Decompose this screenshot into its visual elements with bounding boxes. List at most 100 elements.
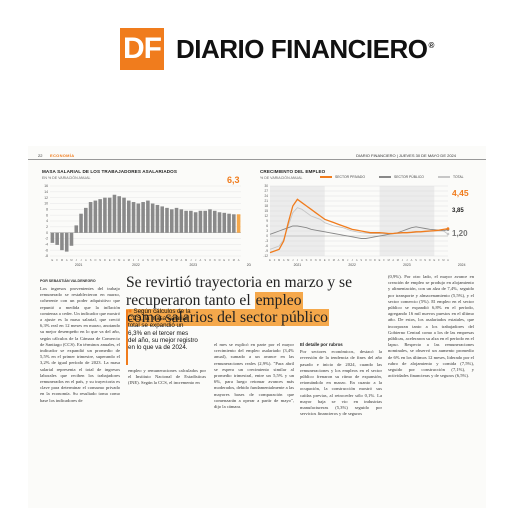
- bar: [60, 232, 64, 251]
- legend-total: TOTAL: [437, 175, 464, 179]
- y-tick-label: -8: [45, 254, 48, 258]
- y-tick-label: -3: [265, 239, 268, 243]
- x-tick-label: F: [171, 258, 173, 262]
- bar: [189, 210, 193, 233]
- x-tick-label: E: [166, 258, 168, 262]
- section-label: ECONOMÍA: [50, 153, 75, 158]
- lead-summary: ■ Según cálculos de la CCS, la masa sala…: [128, 308, 198, 352]
- y-tick-label: -9: [265, 249, 268, 253]
- x-tick-label: D: [219, 258, 221, 262]
- x-tick-label: M: [233, 258, 235, 262]
- y-tick-label: 16: [44, 184, 48, 188]
- bar: [184, 210, 188, 233]
- x-tick-label: A: [338, 258, 340, 262]
- bullet-icon: ■: [128, 308, 134, 315]
- chart1-highlight-value: 6,3: [227, 175, 240, 185]
- x-tick-label: D: [374, 258, 376, 262]
- x-tick-label: A: [411, 258, 413, 262]
- x-tick-label: N: [315, 258, 317, 262]
- bar: [169, 209, 174, 233]
- bar: [217, 212, 222, 233]
- bar: [193, 212, 198, 233]
- bar: [112, 194, 117, 233]
- x-tick-label: J: [297, 258, 299, 262]
- chart2-title: CRECIMIENTO DEL EMPLEO: [260, 169, 326, 174]
- x-tick-label: N: [157, 258, 159, 262]
- end-label-total: 1,20: [452, 229, 468, 238]
- bar: [55, 232, 59, 245]
- bar: [141, 202, 145, 233]
- headline-highlight-2: como salarios del sector público: [126, 309, 329, 326]
- x-tick-label: N: [214, 258, 216, 262]
- x-tick-label: J: [402, 258, 404, 262]
- x-tick-label: M: [61, 258, 63, 262]
- bar: [74, 225, 79, 233]
- bar: [198, 210, 203, 233]
- x-tick-label: M: [388, 258, 390, 262]
- x-tick-label: J: [292, 258, 294, 262]
- y-tick-label: 8: [46, 208, 48, 212]
- x-tick-label: S: [204, 258, 206, 262]
- x-tick-label: A: [301, 258, 303, 262]
- folio-date: DIARIO FINANCIERO | JUEVES 30 DE MAYO DE…: [356, 153, 456, 158]
- end-label-public: 3,85: [452, 208, 464, 214]
- x-tick-label: F: [114, 258, 116, 262]
- y-tick-label: 6: [46, 213, 48, 217]
- x-tick-label: A: [66, 258, 68, 262]
- chart1-subtitle: EN % DE VARIACIÓN ANUAL: [42, 176, 91, 180]
- x-tick-label: J: [406, 258, 408, 262]
- y-tick-label: 30: [264, 184, 268, 188]
- bar: [227, 213, 231, 233]
- byline: POR SEBASTIÁN VALDENEGRO: [40, 279, 96, 283]
- y-tick-label: 12: [264, 214, 268, 218]
- year-label: 2024: [458, 263, 466, 267]
- x-tick-label: J: [80, 258, 82, 262]
- bar: [84, 207, 88, 233]
- legend-private: SECTOR PRIVADO: [320, 175, 365, 179]
- x-tick-label: S: [147, 258, 149, 262]
- bar: [150, 203, 155, 233]
- x-tick-label: D: [104, 258, 106, 262]
- x-tick-label: M: [333, 258, 335, 262]
- x-tick-label: A: [238, 258, 240, 262]
- y-tick-label: 2: [46, 225, 48, 229]
- x-tick-label: O: [365, 258, 367, 262]
- y-tick-label: -6: [265, 244, 268, 248]
- bar: [232, 214, 236, 233]
- bar: [117, 196, 122, 233]
- y-tick-label: 12: [44, 196, 48, 200]
- bar: [160, 206, 164, 233]
- bar: [64, 232, 69, 252]
- year-label: 2022: [348, 263, 356, 267]
- bar: [174, 207, 179, 233]
- x-tick-label: M: [118, 258, 120, 262]
- x-tick-label: M: [278, 258, 280, 262]
- bar: [88, 202, 93, 233]
- x-tick-label: F: [383, 258, 385, 262]
- x-tick-label: M: [397, 258, 399, 262]
- y-tick-label: 24: [264, 194, 268, 198]
- x-tick-label: D: [161, 258, 163, 262]
- bar: [222, 212, 227, 233]
- y-tick-label: -6: [45, 248, 48, 252]
- x-tick-label: N: [424, 258, 426, 262]
- x-tick-label: A: [85, 258, 87, 262]
- end-label-private: 4,45: [452, 188, 469, 198]
- x-tick-label: O: [310, 258, 312, 262]
- x-tick-label: A: [123, 258, 125, 262]
- df-logo-mark: DF: [120, 28, 164, 70]
- article-column-3: el mes se explicó en parte por el mayor …: [214, 342, 294, 410]
- x-tick-label: E: [433, 258, 435, 262]
- logo-wordmark: DIARIO FINANCIERO®: [176, 33, 434, 64]
- year-label: 2024: [247, 263, 251, 267]
- bar: [131, 202, 136, 233]
- y-tick-label: 3: [266, 229, 268, 233]
- x-tick-label: J: [195, 258, 197, 262]
- x-tick-label: A: [200, 258, 202, 262]
- y-tick-label: 4: [46, 219, 48, 223]
- x-tick-label: F: [438, 258, 440, 262]
- year-label: 2023: [403, 263, 411, 267]
- series-end-point: [446, 227, 450, 230]
